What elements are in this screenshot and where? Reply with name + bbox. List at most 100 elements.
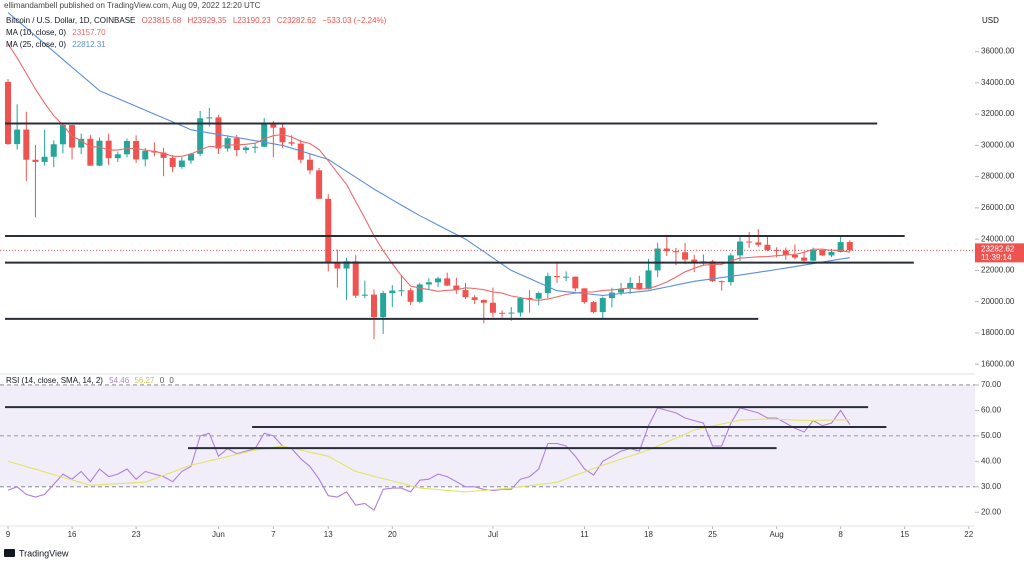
candle-body <box>261 123 268 147</box>
candle-body <box>755 242 762 245</box>
candle-body <box>224 138 231 149</box>
y-tick-label: 30.00 <box>981 482 1002 491</box>
candle-body <box>435 278 442 283</box>
ma-name: MA (25, close, 0) <box>6 40 66 49</box>
candle-body <box>654 248 661 271</box>
y-tick-label: 70.00 <box>981 380 1002 389</box>
y-tick-label: 28000.00 <box>981 172 1015 181</box>
x-tick-label: Aug <box>769 530 783 539</box>
candle-body <box>380 293 387 318</box>
candle-body <box>636 282 643 290</box>
footer-logo: TradingView <box>4 548 69 558</box>
candle-body <box>389 290 396 294</box>
x-tick-label: 23 <box>132 530 141 539</box>
candle-body <box>453 285 460 291</box>
footer-text: TradingView <box>19 548 69 558</box>
candle-body <box>96 140 103 166</box>
symbol: Bitcoin / U.S. Dollar, 1D, COINBASE <box>6 16 135 25</box>
ohlc: H23929.35 <box>187 16 227 25</box>
candle-body <box>270 123 277 128</box>
candle-body <box>489 302 496 313</box>
candle-body <box>325 198 332 263</box>
y-tick-label: 22000.00 <box>981 266 1015 275</box>
candle-body <box>462 290 469 298</box>
candle-body <box>352 261 359 296</box>
candle-body <box>334 262 341 269</box>
candle-body <box>444 278 451 286</box>
candle-body <box>746 241 753 243</box>
candle-body <box>526 298 533 300</box>
candle-body <box>316 170 323 199</box>
candle-body <box>306 159 313 171</box>
candle-body <box>544 276 551 294</box>
y-tick-label: 26000.00 <box>981 203 1015 212</box>
indicator-line <box>7 407 851 512</box>
candle-body <box>32 159 39 162</box>
x-tick-label: Jun <box>212 530 225 539</box>
currency: USD <box>982 16 999 25</box>
candle-body <box>499 312 506 314</box>
x-tick-label: 11 <box>580 530 589 539</box>
rsi-name: RSI (14, close, SMA, 14, 2) <box>6 376 103 385</box>
candle-body <box>737 241 743 256</box>
countdown-label: 11:39:14 <box>981 253 1012 262</box>
candle-body <box>471 297 478 300</box>
candle-body <box>87 138 94 166</box>
candle-body <box>206 117 213 119</box>
legend-symbol: Bitcoin / U.S. Dollar, 1D, COINBASE O238… <box>6 16 387 25</box>
candle-body <box>142 150 149 160</box>
candle-body <box>425 282 432 285</box>
candle-body <box>252 146 259 148</box>
candle-body <box>691 259 698 264</box>
y-tick-label: 32000.00 <box>981 109 1015 118</box>
candle-body <box>133 140 140 160</box>
candle-body <box>480 299 487 303</box>
x-tick-label: 9 <box>6 530 11 539</box>
logo-icon <box>4 549 15 557</box>
rsi-value: 0 <box>169 376 174 385</box>
candle-body <box>819 250 826 256</box>
candle-body <box>416 284 423 302</box>
y-tick-label: 18000.00 <box>981 328 1015 337</box>
candle-body <box>343 261 350 269</box>
candle-body <box>837 242 844 252</box>
indicator-line <box>7 43 850 301</box>
ma-value: 22812.31 <box>72 40 106 49</box>
legend-ma10: MA (10, close, 0) 23157.70 <box>6 28 106 37</box>
candle-body <box>663 248 670 252</box>
candle-body <box>288 142 295 144</box>
candle-body <box>782 250 789 255</box>
candle-body <box>23 129 30 160</box>
candle-body <box>361 294 368 296</box>
ohlc: L23190.23 <box>233 16 271 25</box>
candle-body <box>123 140 130 155</box>
candle-body <box>718 281 725 283</box>
x-tick-label: 13 <box>324 530 333 539</box>
candle-body <box>801 257 808 261</box>
candle-body <box>215 117 222 149</box>
legend-rsi: RSI (14, close, SMA, 14, 2) 54.46 56.27 … <box>6 376 174 385</box>
candle-body <box>563 276 570 278</box>
candle-body <box>178 160 185 167</box>
candle-body <box>672 251 679 253</box>
x-tick-label: 22 <box>964 530 973 539</box>
x-tick-label: Jul <box>488 530 498 539</box>
y-tick-label: 24000.00 <box>981 234 1015 243</box>
x-tick-label: 15 <box>900 530 909 539</box>
rsi-pane <box>0 384 975 512</box>
candle-body <box>590 302 597 313</box>
candle-body <box>14 129 21 145</box>
y-tick-label: 20.00 <box>981 507 1002 516</box>
candle-body <box>810 250 817 261</box>
candle-body <box>682 252 689 260</box>
candle-body <box>508 312 515 314</box>
candle-body <box>791 254 798 258</box>
y-tick-label: 60.00 <box>981 405 1002 414</box>
candle-body <box>727 255 734 283</box>
candle-body <box>197 118 204 154</box>
x-tick-label: 7 <box>271 530 276 539</box>
candle-body <box>233 138 240 151</box>
candle-body <box>188 153 194 161</box>
